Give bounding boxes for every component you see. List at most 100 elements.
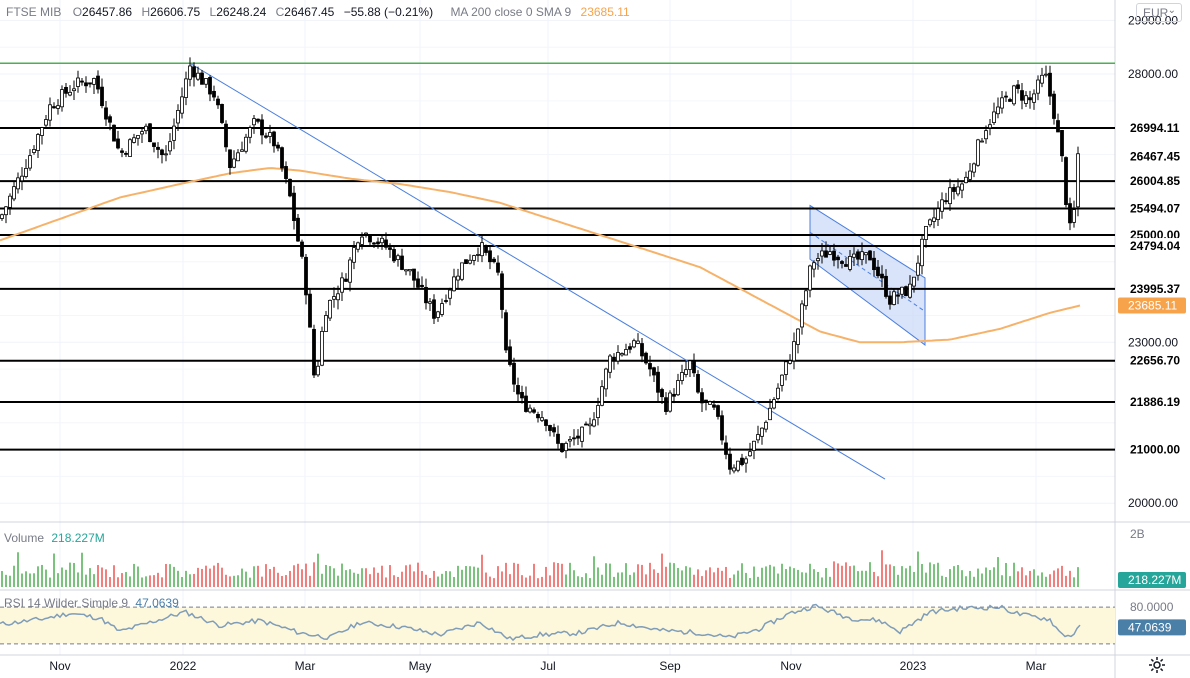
candle-body [964,176,968,184]
candle-body [840,261,844,264]
candle-body [980,140,984,143]
candle-body [68,91,72,96]
candle-body [140,131,144,135]
volume-bar [165,563,167,587]
candle-body [856,251,860,260]
candle-body [924,225,928,240]
candle-body [804,290,808,307]
candle-body [588,423,592,427]
candle-body [712,404,716,408]
candle-body [580,426,584,442]
volume-bar [825,568,827,587]
volume-bar [681,570,683,587]
volume-bar [153,575,155,587]
time-axis-label: Mar [295,659,316,673]
time-axis-label: May [409,659,432,673]
volume-bar [369,574,371,587]
candle-body [832,250,836,261]
volume-bar [801,572,803,587]
candle-body [440,303,444,315]
volume-bar [201,568,203,587]
volume-bar [629,574,631,587]
volume-bar [857,571,859,587]
candle-body [908,283,912,298]
candle-body [1016,84,1020,89]
volume-bar [573,570,575,587]
volume-bar [197,567,199,587]
descending-channel [809,204,926,346]
candle-body [328,299,332,319]
volume-bar [953,566,955,587]
candle-body [468,259,472,264]
volume-bar [789,566,791,587]
volume-bar [621,572,623,587]
volume-bar [357,573,359,587]
volume-bar [977,568,979,587]
volume-bar [881,550,883,587]
volume-bar [177,570,179,587]
candle-body [236,152,240,162]
volume-bar [1033,569,1035,587]
candle-body [600,386,604,406]
volume-bar [461,569,463,587]
volume-bar [521,575,523,587]
candle-body [940,199,944,212]
candle-body [896,294,900,297]
volume-bar [37,566,39,587]
volume-bar [845,562,847,587]
rsi-legend: RSI 14 Wilder Simple 9 47.0639 [4,596,179,610]
volume-bar [873,571,875,587]
candle-body [260,119,264,136]
level-tag-bg [1120,200,1186,217]
volume-bar [1065,575,1067,587]
price-axis-label: 29000.00 [1128,13,1178,27]
level-tag-label: 26994.11 [1130,121,1180,135]
ma200-line [0,167,1081,344]
candle-body [64,86,68,94]
candle-body [248,127,252,138]
candle-body [564,442,568,452]
volume-bar [441,573,443,587]
candle-body [376,241,380,245]
candle-body [944,200,948,203]
volume-bar [829,576,831,587]
volume-bar [513,562,515,587]
candle-body [368,234,372,243]
candle-body [960,183,964,191]
volume-bar [737,570,739,587]
volume-bar [453,576,455,587]
volume-bar [485,572,487,587]
volume-bar [493,578,495,587]
volume-bar [497,566,499,587]
volume-bar [649,562,651,587]
candle-body [128,139,132,157]
volume-bar [545,566,547,587]
gear-icon[interactable] [1148,656,1166,674]
candle-body [796,328,800,345]
volume-bar [429,577,431,587]
candle-body [156,146,160,150]
candle-body [740,457,744,465]
candle-body [172,125,176,141]
candle-body [748,451,752,457]
candle-body [1076,153,1080,208]
candle-body [880,273,884,279]
volume-bar [189,574,191,587]
volume-bar [121,573,123,587]
volume-bar [225,574,227,587]
time-axis-label: 2022 [170,659,197,673]
candle-body [488,250,492,263]
volume-bar [9,575,11,587]
volume-bar [1041,572,1043,587]
volume-bar [421,570,423,587]
candle-body [676,380,680,396]
candle-body [572,437,576,440]
volume-bar [741,563,743,587]
candle-body [388,247,392,250]
candle-body [640,343,644,357]
candle-body [484,245,488,253]
currency-selector[interactable]: EUR ⌄ [1136,3,1182,22]
time-axis-label: Mar [1026,659,1047,673]
